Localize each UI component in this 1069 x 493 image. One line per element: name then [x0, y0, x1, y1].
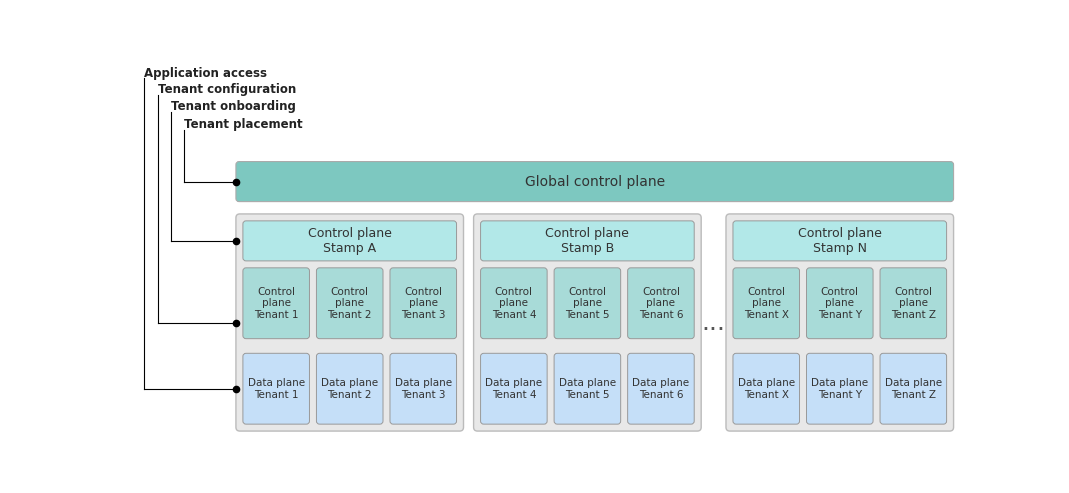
FancyBboxPatch shape: [554, 353, 621, 424]
Text: Data plane
Tenant 1: Data plane Tenant 1: [248, 378, 305, 399]
FancyBboxPatch shape: [236, 214, 464, 431]
Text: Control plane
Stamp A: Control plane Stamp A: [308, 227, 391, 255]
FancyBboxPatch shape: [236, 162, 954, 202]
Text: Control
plane
Tenant 6: Control plane Tenant 6: [638, 286, 683, 320]
FancyBboxPatch shape: [806, 353, 873, 424]
FancyBboxPatch shape: [390, 353, 456, 424]
Text: Control
plane
Tenant Z: Control plane Tenant Z: [890, 286, 935, 320]
Text: ...: ...: [701, 311, 726, 334]
FancyBboxPatch shape: [316, 353, 383, 424]
Text: Control
plane
Tenant 3: Control plane Tenant 3: [401, 286, 446, 320]
Text: Data plane
Tenant Y: Data plane Tenant Y: [811, 378, 868, 399]
Text: Data plane
Tenant 3: Data plane Tenant 3: [394, 378, 452, 399]
Text: Control
plane
Tenant 5: Control plane Tenant 5: [566, 286, 609, 320]
Text: Control
plane
Tenant 4: Control plane Tenant 4: [492, 286, 536, 320]
Text: Tenant configuration: Tenant configuration: [157, 83, 296, 97]
Text: Control plane
Stamp B: Control plane Stamp B: [545, 227, 630, 255]
FancyBboxPatch shape: [726, 214, 954, 431]
FancyBboxPatch shape: [316, 268, 383, 339]
FancyBboxPatch shape: [628, 268, 694, 339]
FancyBboxPatch shape: [733, 268, 800, 339]
Text: Data plane
Tenant Z: Data plane Tenant Z: [885, 378, 942, 399]
Text: Data plane
Tenant X: Data plane Tenant X: [738, 378, 795, 399]
FancyBboxPatch shape: [733, 221, 947, 261]
FancyBboxPatch shape: [481, 221, 694, 261]
Text: Tenant onboarding: Tenant onboarding: [171, 101, 296, 113]
FancyBboxPatch shape: [628, 353, 694, 424]
FancyBboxPatch shape: [481, 268, 547, 339]
FancyBboxPatch shape: [390, 268, 456, 339]
FancyBboxPatch shape: [474, 214, 701, 431]
FancyBboxPatch shape: [243, 221, 456, 261]
Text: Data plane
Tenant 6: Data plane Tenant 6: [633, 378, 690, 399]
FancyBboxPatch shape: [554, 268, 621, 339]
Text: Application access: Application access: [144, 67, 267, 79]
Text: Global control plane: Global control plane: [525, 175, 665, 189]
FancyBboxPatch shape: [243, 353, 309, 424]
Text: Control
plane
Tenant 2: Control plane Tenant 2: [327, 286, 372, 320]
Text: Data plane
Tenant 4: Data plane Tenant 4: [485, 378, 542, 399]
Text: Data plane
Tenant 5: Data plane Tenant 5: [559, 378, 616, 399]
FancyBboxPatch shape: [243, 268, 309, 339]
Text: Tenant placement: Tenant placement: [184, 118, 303, 131]
Text: Control
plane
Tenant Y: Control plane Tenant Y: [818, 286, 862, 320]
Text: Control
plane
Tenant X: Control plane Tenant X: [744, 286, 789, 320]
FancyBboxPatch shape: [880, 268, 947, 339]
FancyBboxPatch shape: [733, 353, 800, 424]
FancyBboxPatch shape: [880, 353, 947, 424]
Text: Control plane
Stamp N: Control plane Stamp N: [797, 227, 882, 255]
Text: Data plane
Tenant 2: Data plane Tenant 2: [321, 378, 378, 399]
Text: Control
plane
Tenant 1: Control plane Tenant 1: [254, 286, 298, 320]
FancyBboxPatch shape: [806, 268, 873, 339]
FancyBboxPatch shape: [481, 353, 547, 424]
